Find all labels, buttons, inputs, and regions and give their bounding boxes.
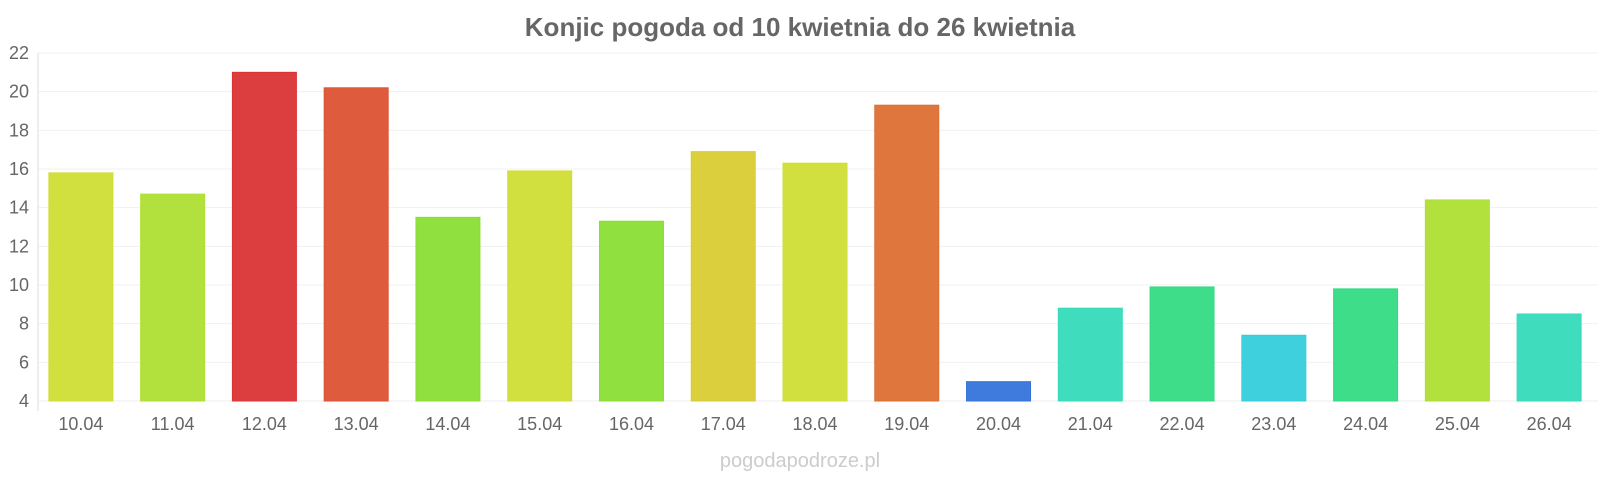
bar-24.04 xyxy=(1333,288,1399,402)
x-tick-label: 18.04 xyxy=(792,414,837,434)
bars xyxy=(48,71,1582,402)
bar-15.04 xyxy=(507,170,573,402)
y-tick-label: 22 xyxy=(9,43,29,63)
x-tick-label: 14.04 xyxy=(425,414,470,434)
bar-14.04 xyxy=(415,216,481,402)
bar-19.04 xyxy=(874,104,940,402)
y-tick-label: 18 xyxy=(9,120,29,140)
y-tick-label: 20 xyxy=(9,82,29,102)
y-tick-label: 8 xyxy=(19,314,29,334)
x-tick-label: 24.04 xyxy=(1343,414,1388,434)
x-tick-label: 16.04 xyxy=(609,414,654,434)
x-tick-label: 13.04 xyxy=(334,414,379,434)
x-tick-label: 12.04 xyxy=(242,414,287,434)
x-tick-label: 20.04 xyxy=(976,414,1021,434)
x-tick-label: 26.04 xyxy=(1527,414,1572,434)
chart-title: Konjic pogoda od 10 kwietnia do 26 kwiet… xyxy=(525,12,1076,42)
y-tick-label: 12 xyxy=(9,236,29,256)
x-tick-label: 23.04 xyxy=(1251,414,1296,434)
bar-11.04 xyxy=(140,193,206,402)
x-tick-label: 25.04 xyxy=(1435,414,1480,434)
bar-18.04 xyxy=(782,162,848,402)
x-axis-tick-labels: 10.04 11.04 12.04 13.04 14.04 15.04 16.04 17.04… xyxy=(58,414,1571,434)
bar-25.04 xyxy=(1424,199,1490,402)
bar-12.04 xyxy=(231,71,297,402)
bar-21.04 xyxy=(1057,307,1123,402)
x-tick-label: 21.04 xyxy=(1068,414,1113,434)
bar-20.04 xyxy=(966,381,1032,402)
bar-23.04 xyxy=(1241,334,1307,402)
bar-17.04 xyxy=(690,151,756,402)
bar-13.04 xyxy=(323,87,389,402)
bar-26.04 xyxy=(1516,313,1582,402)
y-axis-tick-labels: 4 6 8 10 12 14 16 18 20 22 xyxy=(9,43,29,411)
x-tick-label: 15.04 xyxy=(517,414,562,434)
x-tick-label: 22.04 xyxy=(1160,414,1205,434)
bar-22.04 xyxy=(1149,286,1215,402)
y-tick-label: 14 xyxy=(9,198,29,218)
y-tick-label: 4 xyxy=(19,391,29,411)
x-tick-label: 11.04 xyxy=(151,414,195,434)
y-tick-label: 16 xyxy=(9,159,29,179)
watermark: pogodapodroze.pl xyxy=(720,450,880,472)
x-tick-label: 19.04 xyxy=(884,414,929,434)
x-tick-label: 10.04 xyxy=(58,414,103,434)
x-tick-label: 17.04 xyxy=(701,414,746,434)
bar-16.04 xyxy=(598,220,664,402)
y-tick-label: 6 xyxy=(19,352,29,372)
y-tick-label: 10 xyxy=(9,275,29,295)
bar-10.04 xyxy=(48,172,114,402)
